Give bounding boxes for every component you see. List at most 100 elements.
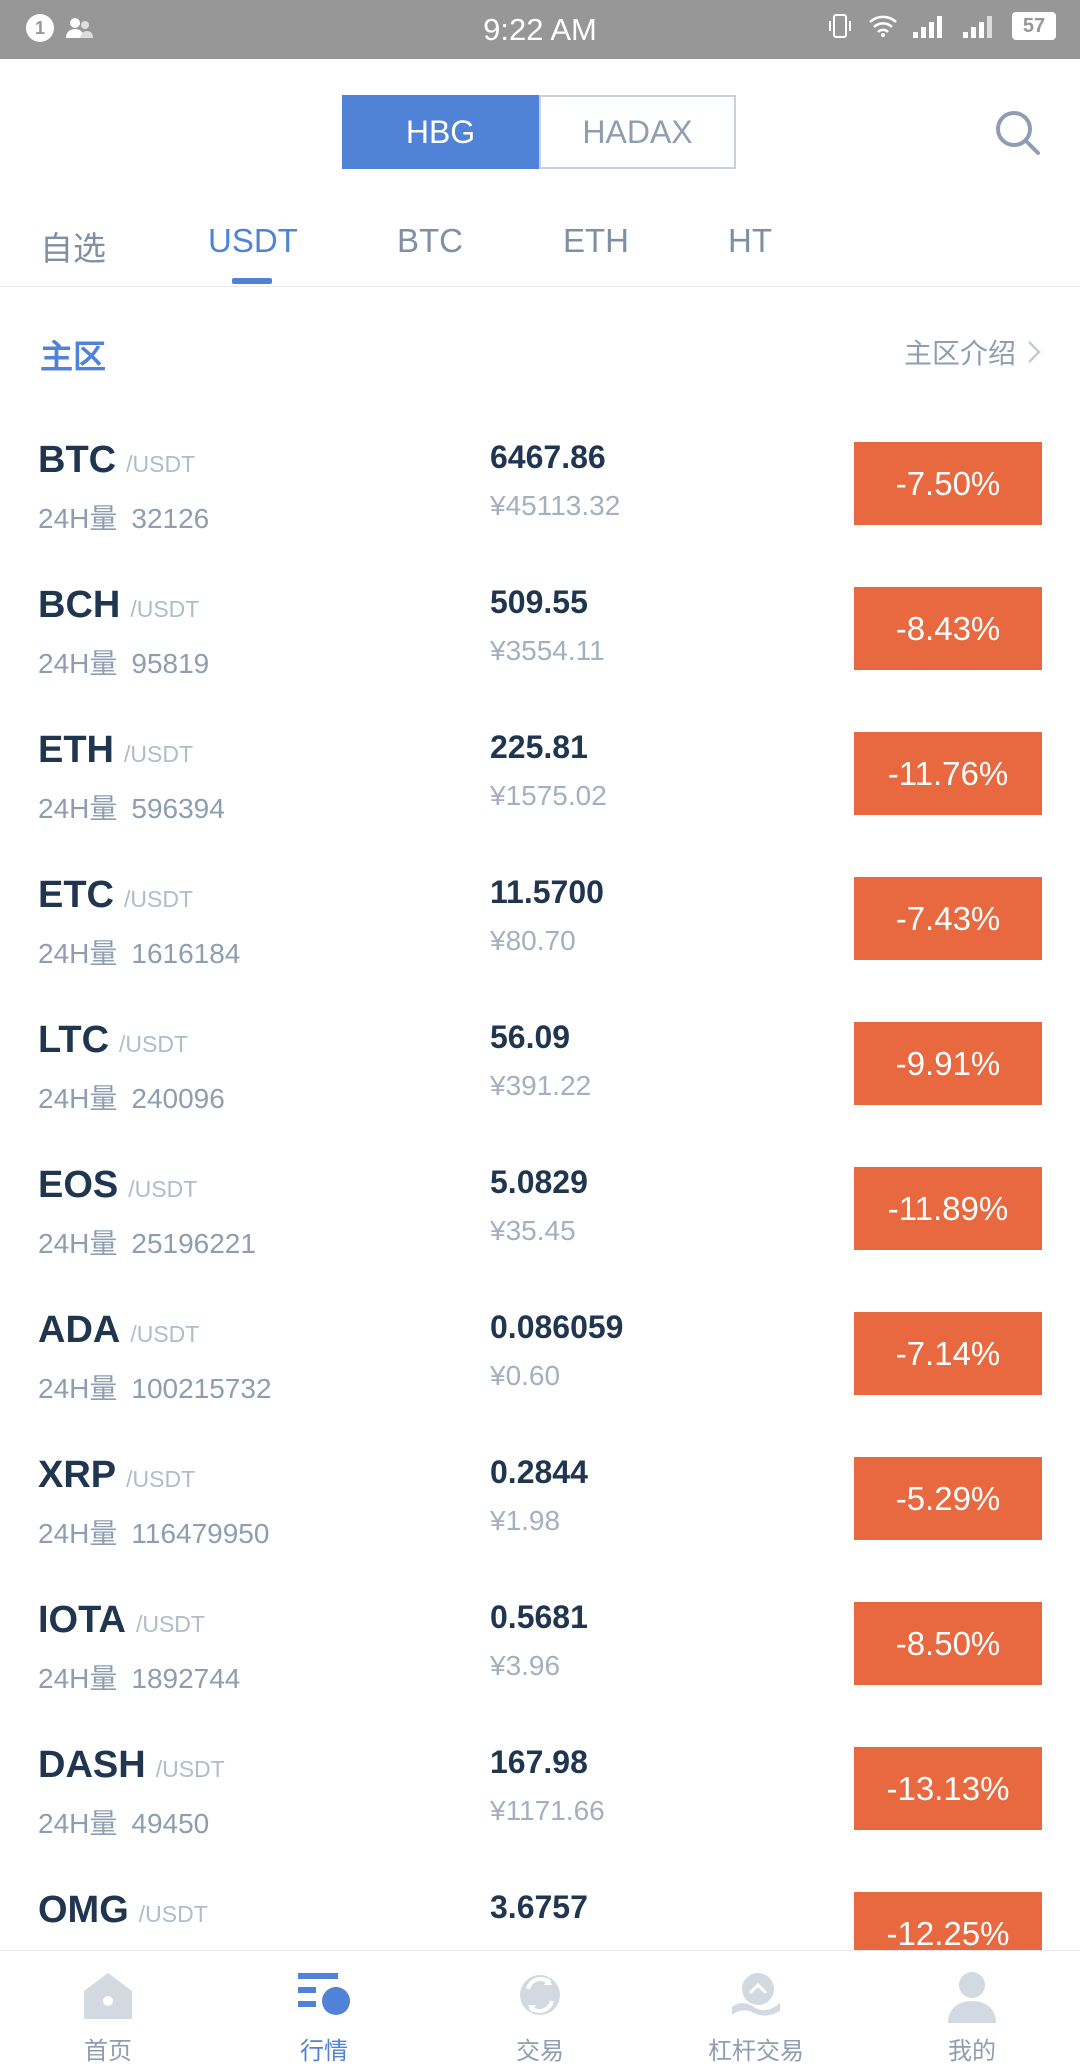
quote-symbol: /USDT [130,596,200,622]
cny-price: ¥3.96 [490,1650,561,1681]
tab-ht[interactable]: HT [728,222,772,259]
status-left: 1 [26,14,94,42]
cny-price: ¥391.22 [490,1070,592,1101]
market-row[interactable]: IOTA/USDT 24H量 1892744 0.5681 ¥3.96 -8.50… [0,1585,1080,1730]
pair-symbol: ETC/USDT [38,874,193,917]
volume-info: 24H量 1892744 [38,1657,240,1697]
nav-home[interactable]: 首页 [0,1951,216,2065]
base-symbol: DASH [38,1744,146,1786]
tab-btc[interactable]: BTC [397,222,463,259]
volume-info: 24H量 95819 [38,642,209,682]
quote-symbol: /USDT [126,1466,196,1492]
base-symbol: ETC [38,874,114,916]
base-symbol: OMG [38,1889,129,1931]
cny-price: ¥1171.66 [490,1795,605,1826]
bottom-nav: 首页 行情 交易 杠杆交易 我的 [0,1950,1080,2065]
volume-value: 95819 [131,648,210,679]
nav-label: 交易 [516,2038,564,2065]
volume-label: 24H量 [38,793,118,824]
base-symbol: EOS [38,1164,119,1206]
change-badge: -7.14% [854,1312,1042,1395]
cny-price: ¥80.70 [490,925,576,956]
section-intro-link[interactable]: 主区介绍 [904,332,1042,372]
pair-symbol: ETH/USDT [38,729,193,772]
quote-symbol: /USDT [128,1176,198,1202]
volume-label: 24H量 [38,1228,118,1259]
pair-symbol: LTC/USDT [38,1019,188,1062]
market-row[interactable]: XRP/USDT 24H量 116479950 0.2844 ¥1.98 -5.2… [0,1440,1080,1585]
base-symbol: XRP [38,1454,117,1496]
chevron-right-icon [1028,341,1041,363]
market-row[interactable]: ADA/USDT 24H量 100215732 0.086059 ¥0.60 -7… [0,1295,1080,1440]
volume-info: 24H量 596394 [38,787,225,827]
last-price: 3.6757 [490,1889,588,1925]
volume-info: 24H量 116479950 [38,1512,269,1552]
market-row[interactable]: ETC/USDT 24H量 1616184 11.5700 ¥80.70 -7.4… [0,860,1080,1005]
volume-value: 25196221 [131,1228,256,1259]
market-icon [298,1973,350,2015]
pair-symbol: BCH/USDT [38,584,199,627]
exchange-segmented-control: HBG HADAX [342,95,736,169]
segment-hbg[interactable]: HBG [342,95,539,169]
wifi-icon [869,15,897,37]
search-icon[interactable] [993,108,1043,158]
last-price: 0.086059 [490,1309,624,1345]
cny-price: ¥1.98 [490,1505,561,1536]
pair-symbol: DASH/USDT [38,1744,225,1787]
nav-trade[interactable]: 交易 [432,1951,648,2065]
change-badge: -7.50% [854,442,1042,525]
nav-market[interactable]: 行情 [216,1951,432,2065]
cny-price: ¥0.60 [490,1360,561,1391]
battery-indicator: 57 [1012,12,1056,40]
quote-symbol: /USDT [135,1611,205,1637]
volume-label: 24H量 [38,648,118,679]
change-badge: -13.13% [854,1747,1042,1830]
market-row[interactable]: DASH/USDT 24H量 49450 167.98 ¥1171.66 -13.… [0,1730,1080,1875]
last-price: 56.09 [490,1019,571,1055]
active-tab-indicator [232,278,272,284]
volume-value: 240096 [131,1083,225,1114]
volume-value: 1892744 [131,1663,241,1694]
vibrate-icon [829,14,851,38]
profile-icon [948,1972,996,2023]
cny-price: ¥3554.11 [490,635,605,666]
change-badge: -9.91% [854,1022,1042,1105]
nav-label: 首页 [84,2038,132,2065]
last-price: 0.5681 [490,1599,588,1635]
volume-info: 24H量 25196221 [38,1222,256,1262]
volume-label: 24H量 [38,1808,118,1839]
last-price: 225.81 [490,729,588,765]
tab-usdt[interactable]: USDT [208,222,298,259]
nav-label: 杠杆交易 [708,2038,804,2065]
volume-value: 32126 [131,503,210,534]
market-row[interactable]: LTC/USDT 24H量 240096 56.09 ¥391.22 -9.91% [0,1005,1080,1150]
status-bar: 1 9:22 AM 57 [0,0,1080,59]
section-title: 主区 [40,338,106,375]
nav-margin-trade[interactable]: 杠杆交易 [648,1951,864,2065]
quote-symbol: /USDT [124,741,193,767]
base-symbol: LTC [38,1019,110,1061]
tab-eth[interactable]: ETH [563,222,629,259]
market-row[interactable]: EOS/USDT 24H量 25196221 5.0829 ¥35.45 -11.… [0,1150,1080,1295]
base-symbol: ETH [38,729,114,771]
volume-label: 24H量 [38,1518,118,1549]
market-row[interactable]: BCH/USDT 24H量 95819 509.55 ¥3554.11 -8.43… [0,570,1080,715]
nav-profile[interactable]: 我的 [864,1951,1080,2065]
volume-label: 24H量 [38,1373,118,1404]
change-badge: -11.89% [854,1167,1042,1250]
quote-symbol: /USDT [119,1031,189,1057]
quote-symbol: /USDT [138,1901,208,1927]
change-badge: -8.50% [854,1602,1042,1685]
volume-label: 24H量 [38,503,118,534]
volume-info: 24H量 32126 [38,497,209,537]
market-row[interactable]: ETH/USDT 24H量 596394 225.81 ¥1575.02 -11.… [0,715,1080,860]
change-badge: -7.43% [854,877,1042,960]
segment-hadax[interactable]: HADAX [539,95,736,169]
market-row[interactable]: BTC/USDT 24H量 32126 6467.86 ¥45113.32 -7.… [0,425,1080,570]
change-badge: -8.43% [854,587,1042,670]
tab-favorites[interactable]: 自选 [40,230,106,267]
volume-info: 24H量 240096 [38,1077,225,1117]
last-price: 509.55 [490,584,588,620]
nav-label: 我的 [948,2038,996,2065]
market-list: BTC/USDT 24H量 32126 6467.86 ¥45113.32 -7.… [0,425,1080,2020]
